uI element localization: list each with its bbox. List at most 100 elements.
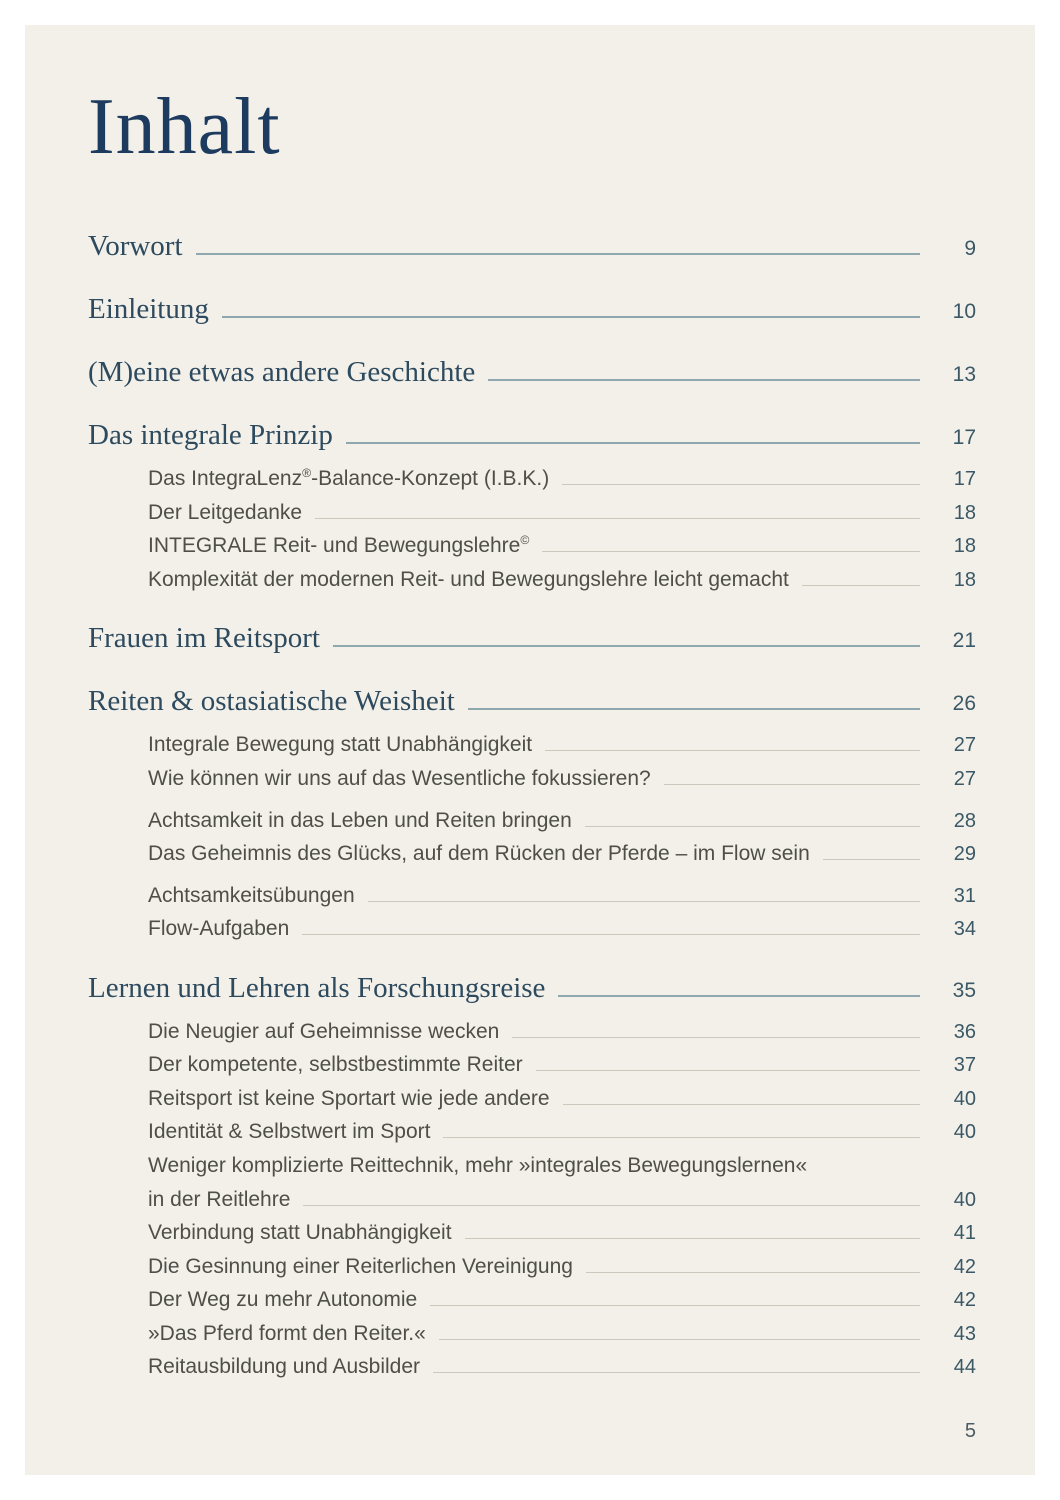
leader-line — [562, 1103, 920, 1105]
leader-line — [822, 859, 920, 861]
toc-entry-page-number: 34 — [953, 918, 976, 941]
toc-entry-page-number: 40 — [953, 1121, 976, 1144]
toc-entry: Wie können wir uns auf das Wesentliche f… — [88, 763, 976, 796]
leader-line — [367, 900, 920, 902]
toc-entry-page-number: 28 — [953, 809, 976, 832]
toc-entry: Frauen im Reitsport 21 — [88, 617, 976, 659]
toc-entry-label: Reiten & ostasiatische Weisheit — [88, 685, 455, 718]
leader-line — [443, 1137, 920, 1139]
leader-line — [315, 517, 920, 519]
toc-entry: Achtsamkeitsübungen 31 — [88, 880, 976, 913]
folio-page-number: 5 — [964, 1420, 976, 1442]
leader-line — [562, 484, 920, 486]
toc-entry-label: »Das Pferd formt den Reiter.« — [148, 1321, 426, 1345]
toc-entry-page-number: 42 — [953, 1289, 976, 1312]
toc-entry-label: Der Leitgedanke — [148, 500, 303, 524]
toc-entry-label: Achtsamkeitsübungen — [148, 883, 355, 907]
toc-entry-page-number: 29 — [953, 843, 976, 866]
toc-entry: Flow-Aufgaben 34 — [88, 913, 976, 946]
toc-entry: Integrale Bewegung statt Unabhängigkeit 2… — [88, 729, 976, 762]
toc-entry-label: Der Weg zu mehr Autonomie — [148, 1288, 418, 1312]
toc-entry: Identität & Selbstwert im Sport 40 — [88, 1116, 976, 1149]
toc-entry-label: INTEGRALE Reit- und Bewegungslehre© — [148, 533, 530, 558]
toc-entry-label: Einleitung — [88, 293, 209, 326]
page-title: Inhalt — [88, 83, 281, 171]
toc-entry-label: Verbindung statt Unabhängigkeit — [148, 1221, 452, 1245]
leader-line — [535, 1070, 920, 1072]
toc-entry-page-number: 18 — [953, 535, 976, 558]
toc-entry-label: Vorwort — [88, 230, 183, 262]
leader-line — [438, 1338, 920, 1340]
toc-entry-page-number: 41 — [953, 1222, 976, 1245]
toc-entry: Achtsamkeit in das Leben und Reiten brin… — [88, 805, 976, 838]
toc-entry-label: Frauen im Reitsport — [88, 622, 320, 655]
toc-entry-page-number: 27 — [953, 734, 976, 757]
leader-line — [801, 584, 920, 586]
toc-entry-page-number: 40 — [953, 1087, 976, 1110]
toc-entry-label: Weniger komplizierte Reittechnik, mehr »… — [148, 1153, 808, 1177]
toc-entry-page-number: 42 — [953, 1255, 976, 1278]
toc-entry-label: Komplexität der modernen Reit- und Beweg… — [148, 567, 789, 591]
toc-entry: Vorwort 9 — [88, 225, 976, 267]
toc-entry-label: Integrale Bewegung statt Unabhängigkeit — [148, 733, 533, 757]
toc-entry: Komplexität der modernen Reit- und Beweg… — [88, 564, 976, 597]
toc-entry-page-number: 37 — [953, 1054, 976, 1077]
leader-line — [430, 1305, 920, 1307]
toc-entry: in der Reitlehre 40 — [88, 1184, 976, 1217]
toc-entry-label: Flow-Aufgaben — [148, 917, 290, 941]
toc-entry-label: Die Neugier auf Geheimnisse wecken — [148, 1019, 500, 1043]
leader-line — [221, 316, 920, 319]
toc-entry-page-number: 18 — [953, 568, 976, 591]
leader-line — [558, 994, 920, 997]
toc-entry-page-number: 9 — [964, 237, 976, 260]
toc-entry-label: (M)eine etwas andere Geschichte — [88, 356, 476, 389]
toc-entry-page-number: 40 — [953, 1188, 976, 1211]
leader-line — [542, 551, 920, 553]
toc-entry-label: Das IntegraLenz®-Balance-Konzept (I.B.K.… — [148, 466, 550, 491]
toc-entry: Lernen und Lehren als Forschungsreise 35 — [88, 967, 976, 1009]
toc-entry-label: Identität & Selbstwert im Sport — [148, 1120, 431, 1144]
leader-line — [467, 708, 920, 711]
leader-line — [433, 1372, 920, 1374]
toc-entry-page-number: 35 — [952, 978, 976, 1002]
leader-line — [663, 784, 920, 786]
book-page: Inhalt Vorwort 9 Einleitung 10 (M)eine etwas… — [25, 25, 1035, 1475]
toc-entry-page-number: 26 — [952, 692, 976, 716]
toc-entry: »Das Pferd formt den Reiter.« 43 — [88, 1318, 976, 1351]
toc-entry-page-number: 10 — [952, 300, 976, 324]
toc-entry: Das Geheimnis des Glücks, auf dem Rücken… — [88, 838, 976, 871]
leader-line — [302, 934, 920, 936]
leader-line — [545, 750, 920, 752]
leader-line — [303, 1204, 920, 1206]
leader-line — [332, 645, 920, 648]
leader-line — [345, 442, 920, 445]
toc-entry-page-number: 31 — [953, 884, 976, 907]
toc-entry: INTEGRALE Reit- und Bewegungslehre© 18 — [88, 530, 976, 563]
toc-entry-label: in der Reitlehre — [148, 1187, 291, 1211]
leader-line — [488, 379, 920, 382]
leader-line — [195, 253, 920, 255]
toc-entry: Weniger komplizierte Reittechnik, mehr »… — [88, 1150, 976, 1183]
table-of-contents: Vorwort 9 Einleitung 10 (M)eine etwas andere… — [88, 225, 976, 1384]
leader-line — [512, 1036, 920, 1038]
toc-entry-label: Lernen und Lehren als Forschungsreise — [88, 971, 546, 1004]
toc-entry: Der kompetente, selbstbestimmte Reiter 37 — [88, 1049, 976, 1082]
toc-entry: Einleitung 10 — [88, 288, 976, 330]
page-footer: 5 — [965, 1420, 976, 1443]
toc-entry-label: Reitsport ist keine Sportart wie jede an… — [148, 1086, 550, 1110]
toc-entry-page-number: 17 — [953, 468, 976, 491]
toc-entry: Das integrale Prinzip 17 — [88, 414, 976, 456]
toc-entry: Der Leitgedanke 18 — [88, 497, 976, 530]
toc-entry-label: Achtsamkeit in das Leben und Reiten brin… — [148, 808, 572, 832]
toc-entry: Das IntegraLenz®-Balance-Konzept (I.B.K.… — [88, 463, 976, 496]
toc-entry-label: Das integrale Prinzip — [88, 419, 333, 452]
toc-entry: Verbindung statt Unabhängigkeit 41 — [88, 1217, 976, 1250]
toc-entry: Die Gesinnung einer Reiterlichen Vereini… — [88, 1251, 976, 1284]
toc-entry: Reitsport ist keine Sportart wie jede an… — [88, 1083, 976, 1116]
toc-entry-page-number: 43 — [953, 1322, 976, 1345]
toc-entry: Der Weg zu mehr Autonomie 42 — [88, 1284, 976, 1317]
toc-entry-page-number: 27 — [953, 768, 976, 791]
toc-entry: Reitausbildung und Ausbilder 44 — [88, 1351, 976, 1384]
toc-entry-page-number: 18 — [953, 501, 976, 524]
